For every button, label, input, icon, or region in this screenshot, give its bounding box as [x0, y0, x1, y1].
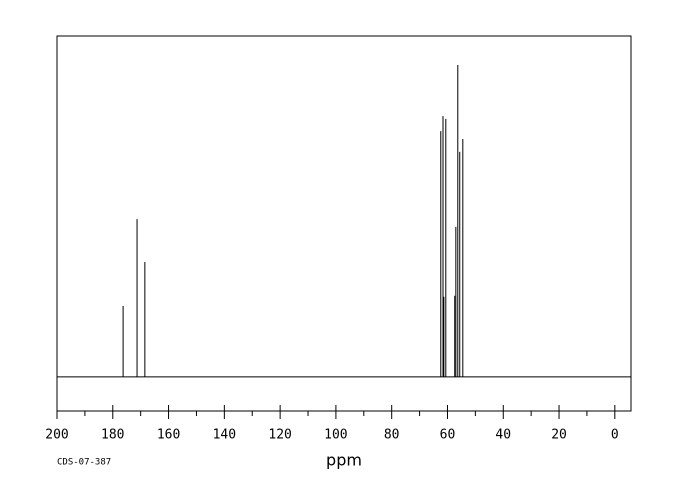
x-tick-label: 180: [101, 428, 124, 443]
x-tick-label: 60: [440, 428, 456, 443]
x-tick-label: 120: [268, 428, 291, 443]
plot-frame: [56, 35, 632, 412]
footnote: CDS-07-387: [57, 458, 111, 468]
x-tick-label: 40: [495, 428, 511, 443]
x-tick-label: 20: [551, 428, 567, 443]
x-tick-label: 160: [157, 428, 180, 443]
x-tick-label: 80: [384, 428, 400, 443]
x-tick-label: 200: [45, 428, 68, 443]
x-tick-label: 0: [611, 428, 619, 443]
x-axis-label: ppm: [326, 451, 362, 470]
x-tick-label: 100: [324, 428, 347, 443]
x-tick-label: 140: [213, 428, 236, 443]
